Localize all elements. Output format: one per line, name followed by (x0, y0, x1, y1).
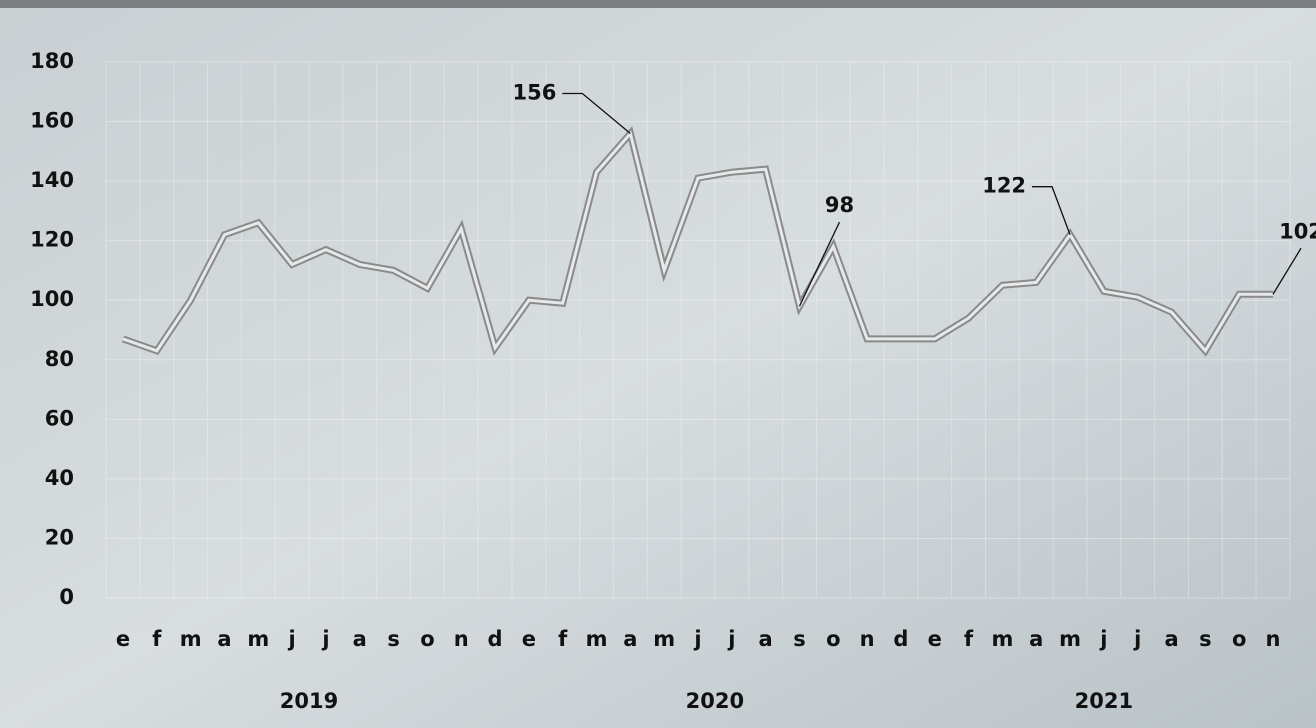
x-tick-label: j (1099, 627, 1107, 651)
x-tick-label: j (693, 627, 701, 651)
x-tick-label: d (893, 627, 908, 651)
plot: 156 98 122 102 (121, 80, 1316, 357)
group-label: 2020 (686, 689, 744, 713)
leader-line (1272, 247, 1302, 295)
x-tick-label: a (1029, 627, 1043, 651)
x-tick-label: m (180, 627, 202, 651)
y-tick-label: 40 (45, 466, 74, 490)
leader-line (1032, 186, 1071, 235)
y-tick-label: 120 (30, 228, 74, 252)
data-label: 98 (825, 193, 854, 217)
x-tick-label: m (586, 627, 608, 651)
x-tick-label: f (558, 627, 568, 651)
y-tick-label: 100 (30, 287, 74, 311)
y-tick-label: 20 (45, 525, 74, 549)
y-tick-label: 180 (30, 49, 74, 73)
y-tick-label: 80 (45, 347, 74, 371)
x-tick-label: m (991, 627, 1013, 651)
series-line-inner (122, 130, 1273, 354)
x-tick-label: a (759, 627, 773, 651)
x-tick-label: o (826, 627, 840, 651)
x-tick-label: n (1266, 627, 1281, 651)
x-tick-label: j (1133, 627, 1141, 651)
leader-line (798, 221, 841, 307)
x-tick-label: e (928, 627, 942, 651)
x-tick-label: a (623, 627, 637, 651)
x-tick-label: m (1059, 627, 1081, 651)
x-tick-label: e (116, 627, 130, 651)
x-tick-label: o (420, 627, 434, 651)
x-tick-label: o (1232, 627, 1246, 651)
y-tick-label: 60 (45, 406, 74, 430)
x-tick-label: f (964, 627, 974, 651)
leader-line (562, 92, 631, 134)
x-tick-label: j (727, 627, 735, 651)
x-tick-label: j (288, 627, 296, 651)
group-label: 2019 (280, 689, 338, 713)
x-tick-label: m (247, 627, 269, 651)
data-label: 122 (982, 174, 1026, 198)
data-label: 102 (1279, 219, 1316, 243)
x-tick-label: n (454, 627, 469, 651)
x-tick-label: s (387, 627, 400, 651)
x-tick-label: d (488, 627, 503, 651)
x-tick-label: a (1164, 627, 1178, 651)
x-tick-label: f (152, 627, 162, 651)
x-tick-label: e (522, 627, 536, 651)
x-tick-label: a (217, 627, 231, 651)
x-tick-label: a (353, 627, 367, 651)
x-tick-label: j (321, 627, 329, 651)
y-tick-label: 140 (30, 168, 74, 192)
x-tick-label: s (793, 627, 806, 651)
data-label: 156 (513, 80, 557, 104)
group-label: 2021 (1075, 689, 1133, 713)
top-band (0, 0, 1316, 8)
x-tick-label: s (1199, 627, 1212, 651)
x-tick-label: m (653, 627, 675, 651)
x-tick-label: n (860, 627, 875, 651)
y-tick-label: 160 (30, 109, 74, 133)
y-tick-label: 0 (59, 585, 74, 609)
